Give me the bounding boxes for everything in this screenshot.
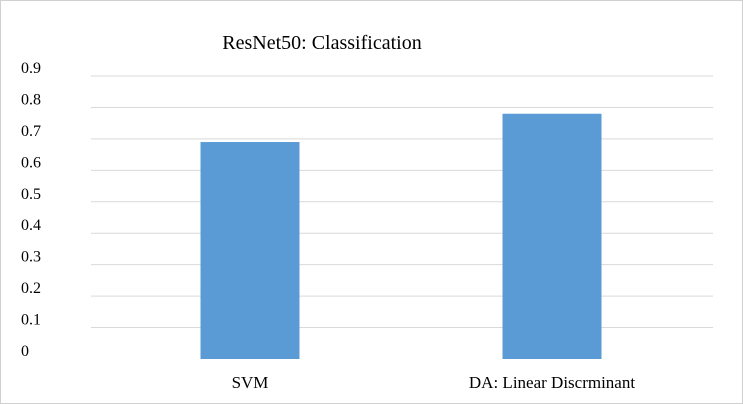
y-tick-label: 0.7 xyxy=(21,123,41,140)
gridlines xyxy=(91,75,713,329)
chart-title: ResNet50: Classification xyxy=(222,32,421,54)
y-tick-label: 0.5 xyxy=(21,186,41,203)
x-category-label: DA: Linear Discrminant xyxy=(469,373,635,392)
y-axis-ticks: 0 0.1 0.2 0.3 0.4 0.5 0.6 0.7 0.8 0.9 xyxy=(21,60,41,360)
y-tick-label: 0.8 xyxy=(21,91,41,108)
x-category-label: SVM xyxy=(232,373,269,392)
x-axis-categories: SVM DA: Linear Discrminant xyxy=(232,373,636,392)
y-tick-label: 0.3 xyxy=(21,249,41,266)
y-tick-label: 0.4 xyxy=(21,217,41,234)
y-tick-label: 0 xyxy=(21,343,29,360)
y-tick-label: 0.9 xyxy=(21,60,41,77)
bar-2 xyxy=(502,113,602,359)
bars xyxy=(200,113,602,359)
y-tick-label: 0.2 xyxy=(21,280,41,297)
y-tick-label: 0.6 xyxy=(21,154,41,171)
bar-1 xyxy=(200,142,300,359)
y-tick-label: 0.1 xyxy=(21,312,41,329)
